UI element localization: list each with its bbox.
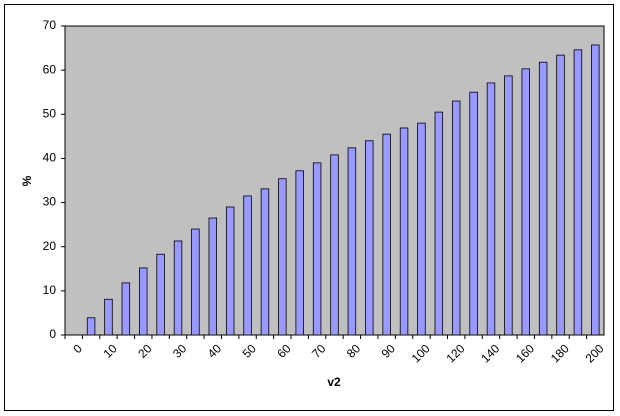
bar xyxy=(365,140,374,336)
bar xyxy=(121,282,131,336)
y-tick-label: 0 xyxy=(49,327,56,341)
bar xyxy=(591,44,600,336)
bar xyxy=(156,253,165,336)
bar xyxy=(104,298,113,336)
bar xyxy=(417,122,426,336)
bar xyxy=(278,178,287,336)
bar xyxy=(538,61,548,336)
bar xyxy=(434,111,444,336)
y-tick-label: 20 xyxy=(43,239,57,253)
bar xyxy=(469,91,478,336)
bar xyxy=(86,317,96,336)
bar xyxy=(312,162,322,336)
x-axis-title: v2 xyxy=(327,375,341,389)
y-tick-label: 10 xyxy=(43,283,57,297)
y-axis-title: % xyxy=(20,175,34,186)
bar xyxy=(260,188,270,336)
bar xyxy=(173,240,183,336)
bar xyxy=(243,195,252,336)
bar xyxy=(330,154,339,336)
bar xyxy=(208,217,218,336)
y-tick-label: 30 xyxy=(43,195,57,209)
bar xyxy=(451,100,461,336)
bar xyxy=(399,127,409,336)
bar xyxy=(191,228,200,336)
y-tick-label: 70 xyxy=(43,18,57,32)
bar xyxy=(504,75,513,336)
bar xyxy=(486,82,496,336)
y-tick-label: 40 xyxy=(43,151,57,165)
bar xyxy=(382,133,391,336)
y-tick-label: 60 xyxy=(43,62,57,76)
bar xyxy=(225,206,235,336)
bar xyxy=(556,54,565,336)
bar xyxy=(139,267,148,336)
bar xyxy=(573,49,583,336)
bar xyxy=(521,68,530,336)
bar xyxy=(347,147,357,336)
bar xyxy=(295,170,304,336)
y-tick-label: 50 xyxy=(43,106,57,120)
